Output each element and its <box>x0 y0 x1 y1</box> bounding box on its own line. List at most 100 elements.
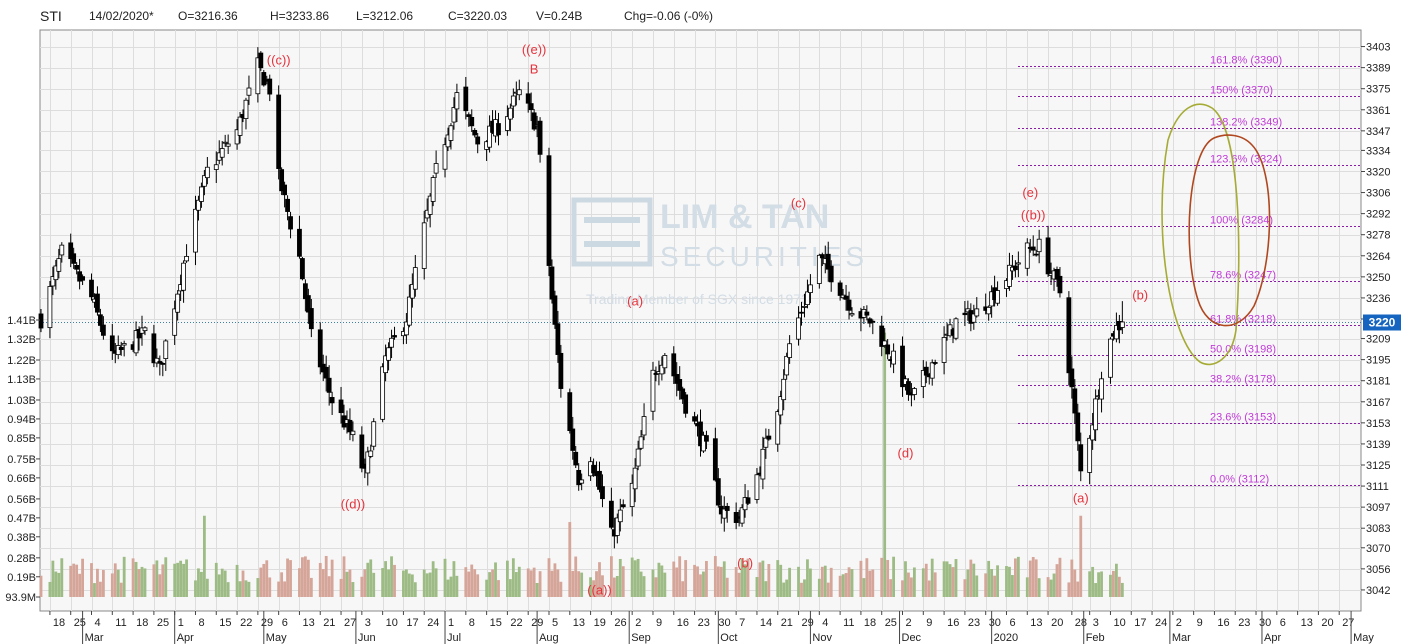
volume-bar <box>758 562 762 597</box>
date-tick-label: 22 <box>510 617 522 629</box>
volume-bar <box>595 571 598 597</box>
candle <box>279 167 285 196</box>
candle <box>805 279 810 309</box>
candle-body <box>1090 424 1096 441</box>
candle-body <box>56 258 62 272</box>
volume-bar <box>945 561 949 597</box>
volume-bar <box>1016 556 1020 597</box>
candle-body <box>297 228 302 257</box>
volume-bar <box>265 560 269 597</box>
volume-bar <box>69 565 73 597</box>
watermark-line2: SECURITIES <box>660 241 868 272</box>
volume-bar <box>259 567 263 597</box>
candle-body <box>243 99 249 119</box>
candle-body <box>721 508 727 519</box>
candle <box>59 242 65 263</box>
candle <box>531 108 537 131</box>
volume-bar <box>550 570 554 597</box>
candle-body <box>258 52 264 69</box>
candle <box>1108 337 1113 384</box>
date-tick-label: 1 <box>448 617 454 629</box>
current-price-tag: 3220 <box>1363 314 1401 331</box>
volume-bar <box>734 567 738 597</box>
candle-body <box>745 497 751 504</box>
candle-body <box>225 143 231 147</box>
candle-body <box>475 136 481 145</box>
candle <box>1114 312 1119 343</box>
price-tick-label: 3334 <box>1366 145 1390 157</box>
candle-body <box>389 337 394 348</box>
volume-bar <box>39 575 43 597</box>
candle <box>430 175 436 207</box>
candle-body <box>962 312 968 316</box>
candle-body <box>1033 253 1039 256</box>
date-tick-label: 16 <box>947 617 959 629</box>
volume-bar <box>324 555 328 597</box>
candle-body <box>38 313 44 329</box>
candle-body <box>136 329 142 339</box>
candle <box>552 290 558 329</box>
volume-bar <box>826 582 830 597</box>
candle <box>288 211 293 239</box>
candle <box>193 195 198 266</box>
candle-body <box>849 313 855 316</box>
volume-bar <box>101 570 105 597</box>
volume-bar <box>886 559 890 597</box>
candle <box>600 474 605 508</box>
candle <box>392 326 397 340</box>
date-tick-label: 23 <box>968 617 980 629</box>
volume-bar <box>737 572 741 597</box>
volume-bar <box>1058 557 1062 597</box>
volume-bar <box>488 572 491 597</box>
candle <box>383 344 389 382</box>
candle-body <box>151 333 157 364</box>
volume-bar <box>1076 581 1080 597</box>
candle <box>326 365 332 406</box>
candle-body <box>89 279 94 298</box>
candle-body <box>472 129 478 136</box>
candle-body <box>193 208 198 253</box>
candle-body <box>234 129 240 145</box>
candle-body <box>451 107 457 123</box>
volume-bar <box>529 570 533 597</box>
month-tick-label: Jul <box>447 632 461 644</box>
candle-body <box>680 388 686 400</box>
candle-body <box>350 430 356 436</box>
volume-bar <box>220 568 224 597</box>
candle <box>1093 389 1099 442</box>
volume-bar <box>609 556 613 597</box>
date-tick-label: 30 <box>1259 617 1271 629</box>
volume-bar <box>663 572 667 597</box>
month-tick-label: Jun <box>358 632 376 644</box>
fib-level-label: 138.2% (3349) <box>1210 117 1282 129</box>
candle-body <box>531 112 537 130</box>
volume-bar <box>684 560 688 597</box>
volume-bar <box>202 515 206 597</box>
candle <box>504 105 510 136</box>
candle-body <box>406 296 412 326</box>
candle-body <box>163 340 169 360</box>
close-value: C=3220.03 <box>448 9 508 23</box>
candle <box>546 147 552 277</box>
volume-bar <box>131 558 135 597</box>
volume-bar <box>571 570 575 597</box>
candle-body <box>701 434 706 452</box>
volume-bar <box>800 582 803 597</box>
volume-bar <box>434 568 438 597</box>
candle-body <box>620 504 626 508</box>
candle-body <box>175 293 181 313</box>
candle <box>80 274 85 286</box>
volume-bar <box>1014 558 1017 597</box>
volume-bar <box>283 581 286 597</box>
volume-bar <box>241 570 245 597</box>
candle-body <box>160 362 166 365</box>
candle-body <box>724 505 730 511</box>
candle-body <box>555 323 561 355</box>
volume-bar <box>806 559 809 597</box>
candle <box>953 317 959 341</box>
candle-body <box>50 276 56 287</box>
month-tick-label: Oct <box>720 632 737 644</box>
volume-bar <box>342 556 346 597</box>
date-tick-label: 11 <box>843 617 854 629</box>
